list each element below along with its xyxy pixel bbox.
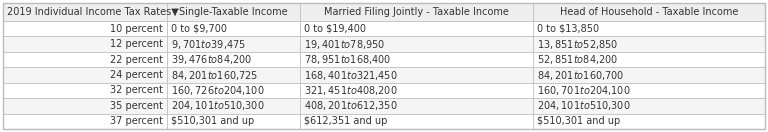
Bar <box>3 83 167 98</box>
Bar <box>3 67 167 83</box>
Text: 0 to $9,700: 0 to $9,700 <box>170 24 227 34</box>
Bar <box>167 114 300 129</box>
Text: 0 to $13,850: 0 to $13,850 <box>537 24 599 34</box>
Text: $13,851 to $52,850: $13,851 to $52,850 <box>537 38 617 51</box>
Bar <box>167 21 300 36</box>
Text: $408,201 to $612,350: $408,201 to $612,350 <box>304 99 398 112</box>
Bar <box>532 83 765 98</box>
Bar <box>532 52 765 67</box>
Bar <box>300 114 532 129</box>
Text: $39,476 to $84,200: $39,476 to $84,200 <box>170 53 252 66</box>
Text: $52,851 to $84,200: $52,851 to $84,200 <box>537 53 617 66</box>
Bar <box>532 21 765 36</box>
Bar <box>167 36 300 52</box>
Text: $160,701 to $204,100: $160,701 to $204,100 <box>537 84 631 97</box>
Bar <box>3 36 167 52</box>
Text: $160,726 to $204,100: $160,726 to $204,100 <box>170 84 264 97</box>
Text: $204,101 to $510,300: $204,101 to $510,300 <box>170 99 264 112</box>
Text: 35 percent: 35 percent <box>110 101 163 111</box>
Text: 37 percent: 37 percent <box>110 116 163 126</box>
Text: 32 percent: 32 percent <box>110 85 163 95</box>
Text: $321,451 to $408,200: $321,451 to $408,200 <box>304 84 398 97</box>
Bar <box>167 98 300 114</box>
Text: Single-Taxable Income: Single-Taxable Income <box>179 7 288 17</box>
Text: 10 percent: 10 percent <box>110 24 163 34</box>
Bar <box>300 21 532 36</box>
Bar <box>3 114 167 129</box>
Text: Married Filing Jointly - Taxable Income: Married Filing Jointly - Taxable Income <box>324 7 509 17</box>
Text: $78,951 to $168,400: $78,951 to $168,400 <box>304 53 392 66</box>
Bar <box>532 114 765 129</box>
Bar <box>167 52 300 67</box>
Text: Head of Household - Taxable Income: Head of Household - Taxable Income <box>560 7 738 17</box>
Bar <box>300 83 532 98</box>
Text: $19,401 to $78,950: $19,401 to $78,950 <box>304 38 386 51</box>
Text: $510,301 and up: $510,301 and up <box>537 116 620 126</box>
Text: 0 to $19,400: 0 to $19,400 <box>304 24 366 34</box>
Text: $9,701 to $39,475: $9,701 to $39,475 <box>170 38 246 51</box>
Bar <box>532 67 765 83</box>
Bar <box>167 67 300 83</box>
Bar <box>532 98 765 114</box>
Bar <box>532 3 765 21</box>
Text: $84,201 to $160,700: $84,201 to $160,700 <box>537 69 624 81</box>
Text: 22 percent: 22 percent <box>110 55 163 65</box>
Bar <box>300 67 532 83</box>
Text: $168,401 to $321,450: $168,401 to $321,450 <box>304 69 398 81</box>
Bar <box>300 3 532 21</box>
Text: $612,351 and up: $612,351 and up <box>304 116 388 126</box>
Bar <box>300 98 532 114</box>
Bar <box>532 36 765 52</box>
Bar <box>300 36 532 52</box>
Bar <box>167 83 300 98</box>
Bar <box>167 3 300 21</box>
Bar <box>3 52 167 67</box>
Text: $510,301 and up: $510,301 and up <box>170 116 254 126</box>
Bar <box>3 21 167 36</box>
Text: 24 percent: 24 percent <box>110 70 163 80</box>
Text: 2019 Individual Income Tax Rates▼: 2019 Individual Income Tax Rates▼ <box>7 7 179 17</box>
Text: 12 percent: 12 percent <box>110 39 163 49</box>
Bar <box>300 52 532 67</box>
Bar <box>3 3 167 21</box>
Text: $84,201 to $160,725: $84,201 to $160,725 <box>170 69 258 81</box>
Text: $204,101 to $510,300: $204,101 to $510,300 <box>537 99 631 112</box>
Bar <box>3 98 167 114</box>
